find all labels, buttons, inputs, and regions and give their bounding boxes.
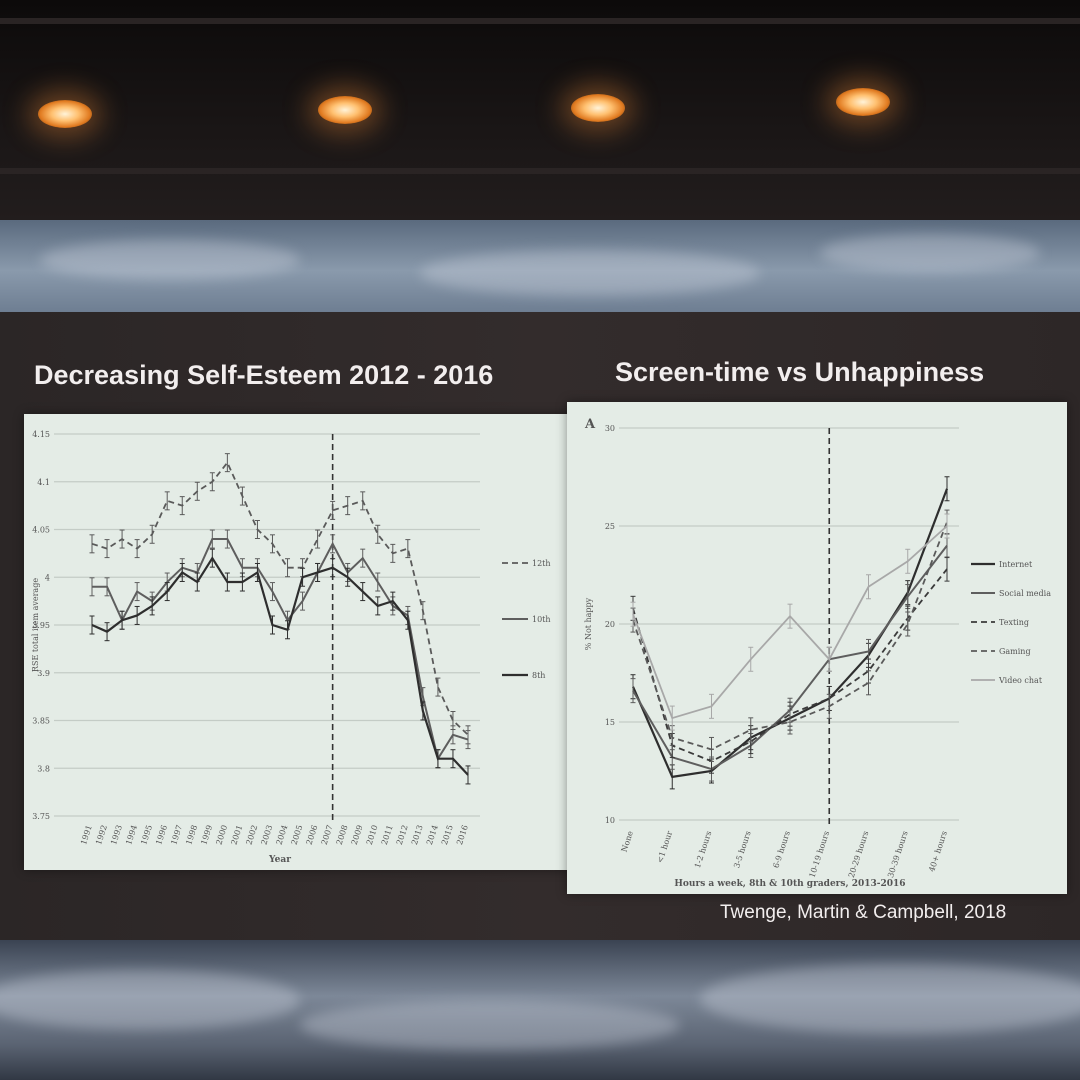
x-tick-label: 1998 — [184, 824, 199, 846]
x-tick-label: 1997 — [169, 824, 184, 846]
x-tick-label: 6-9 hours — [771, 830, 791, 869]
x-tick-label: 1993 — [109, 824, 124, 846]
y-axis-label: RSE total item average — [31, 578, 40, 672]
y-tick-label: 3.8 — [37, 764, 50, 773]
panel-label: A — [584, 417, 596, 432]
backdrop-sky-bottom — [0, 940, 1080, 1080]
series-line-8th — [91, 556, 469, 776]
ceiling-beam — [0, 168, 1080, 174]
stage-light — [38, 100, 92, 128]
x-tick-label: 10-19 hours — [808, 830, 832, 879]
legend-label: 10th — [532, 615, 551, 624]
x-tick-label: 30-39 hours — [886, 830, 910, 879]
x-tick-label: 2004 — [275, 824, 290, 846]
ceiling-beam — [0, 18, 1080, 24]
x-tick-label: 2006 — [305, 824, 320, 846]
backdrop-sky-top — [0, 220, 1080, 312]
y-tick-label: 20 — [605, 620, 615, 629]
x-tick-label: 1996 — [154, 824, 169, 846]
x-tick-label: 3-5 hours — [732, 830, 752, 869]
legend-label: 8th — [532, 671, 545, 680]
x-tick-label: 1-2 hours — [693, 830, 713, 869]
y-tick-label: 4.1 — [37, 478, 50, 487]
y-tick-label: 30 — [605, 424, 615, 433]
x-tick-label: 1994 — [124, 824, 139, 846]
x-tick-label: 2003 — [260, 824, 275, 846]
x-tick-label: 2000 — [214, 824, 229, 846]
legend-label: Texting — [999, 618, 1029, 627]
x-tick-label: 2014 — [425, 824, 440, 846]
y-tick-label: 3.9 — [37, 669, 50, 678]
stage-light — [836, 88, 890, 116]
y-tick-label: 4.15 — [32, 430, 50, 439]
y-tick-label: 10 — [605, 816, 615, 825]
slide-title-right: Screen-time vs Unhappiness — [615, 357, 985, 387]
legend-label: Social media — [999, 589, 1051, 598]
slide-title-left: Decreasing Self-Esteem 2012 - 2016 — [34, 360, 494, 390]
x-tick-label: 1995 — [139, 824, 154, 846]
screen-time-chart: 30 25 20 15 10 None <1 hour 1-2 hours 3-5 hours 6… — [584, 417, 1051, 889]
y-axis-label: % Not happy — [584, 597, 593, 650]
x-tick-label: 1999 — [199, 824, 214, 846]
self-esteem-chart-panel: 4.15 4.1 4.05 4 3.95 3.9 3.85 3.8 3.75 1991 1992 19… — [24, 414, 572, 870]
x-tick-label: 20-29 hours — [847, 830, 871, 879]
stage-light — [318, 96, 372, 124]
legend-label: Internet — [999, 560, 1033, 569]
x-tick-label: 2008 — [335, 824, 350, 846]
y-tick-label: 4 — [45, 573, 50, 582]
x-axis-label: Year — [268, 855, 291, 865]
series-line-12th — [91, 460, 469, 736]
x-tick-label: 2009 — [350, 824, 365, 846]
series-line-texting — [632, 568, 948, 763]
ceiling — [0, 0, 1080, 220]
x-tick-label: 2011 — [380, 824, 395, 846]
x-tick-label: 1992 — [94, 824, 109, 846]
y-tick-label: 3.85 — [32, 717, 50, 726]
x-tick-label: 2016 — [455, 824, 470, 846]
x-tick-label: 2005 — [290, 824, 305, 846]
legend-label: Gaming — [999, 647, 1031, 656]
x-tick-label: 2012 — [395, 824, 410, 846]
y-tick-label: 15 — [605, 718, 615, 727]
series-line-social-media — [632, 544, 948, 771]
y-tick-label: 4.05 — [32, 526, 50, 535]
x-tick-label: 2013 — [410, 824, 425, 846]
y-tick-label: 25 — [605, 522, 615, 531]
stage-light — [571, 94, 625, 122]
x-tick-label: 2002 — [244, 824, 259, 846]
series-line-gaming — [632, 521, 948, 751]
series-line-10th — [92, 538, 469, 762]
x-tick-label: 40+ hours — [927, 830, 949, 873]
x-tick-label: 1991 — [79, 824, 94, 846]
x-tick-label: 2010 — [365, 824, 380, 846]
x-tick-label: 2001 — [229, 824, 244, 846]
x-tick-label: None — [620, 830, 635, 854]
y-tick-label: 3.95 — [32, 621, 50, 630]
y-tick-label: 3.75 — [32, 812, 50, 821]
x-tick-label: <1 hour — [655, 830, 674, 865]
legend-label: 12th — [532, 559, 551, 568]
screen-time-chart-panel: 30 25 20 15 10 None <1 hour 1-2 hours 3-5 hours 6… — [567, 402, 1067, 894]
legend-label: Video chat — [998, 676, 1043, 685]
citation: Twenge, Martin & Campbell, 2018 — [720, 902, 1007, 923]
x-tick-label: 2015 — [440, 824, 455, 846]
x-tick-label: 2007 — [320, 824, 335, 846]
x-axis-label: Hours a week, 8th & 10th graders, 2013-2… — [674, 879, 905, 889]
